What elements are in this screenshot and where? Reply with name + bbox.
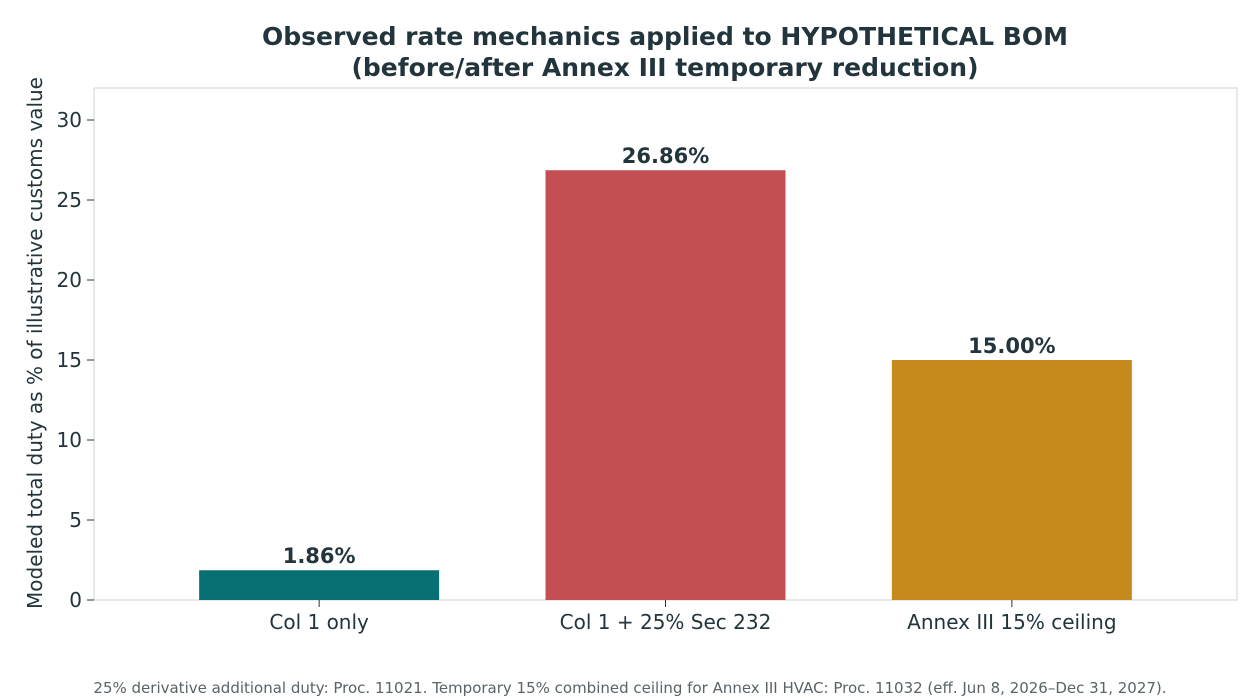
x-tick-label: Col 1 only bbox=[269, 610, 369, 634]
y-axis-label: Modeled total duty as % of illustrative … bbox=[23, 77, 47, 609]
plot-area: 0 5 10 15 20 25 30 Col 1 only 1.86% Col 1 + 25% S… bbox=[57, 87, 1238, 634]
y-tick-label: 0 bbox=[69, 588, 82, 612]
y-tick-label: 15 bbox=[57, 348, 82, 372]
y-tick-label: 25 bbox=[57, 188, 82, 212]
bar-value-label: 1.86% bbox=[283, 544, 356, 568]
bar bbox=[545, 170, 786, 601]
y-tick-label: 10 bbox=[57, 428, 82, 452]
chart-title-line-2: (before/after Annex III temporary reduct… bbox=[351, 53, 978, 82]
footnote: 25% derivative additional duty: Proc. 11… bbox=[93, 679, 1166, 697]
bar bbox=[891, 360, 1132, 600]
chart-title-line-1: Observed rate mechanics applied to HYPOT… bbox=[262, 22, 1068, 51]
bar-value-label: 15.00% bbox=[968, 334, 1055, 358]
x-tick-label: Col 1 + 25% Sec 232 bbox=[560, 610, 772, 634]
y-tick-label: 30 bbox=[57, 108, 82, 132]
y-tick-label: 5 bbox=[69, 508, 82, 532]
bar-value-label: 26.86% bbox=[622, 144, 709, 168]
y-tick-label: 20 bbox=[57, 268, 82, 292]
x-tick-label: Annex III 15% ceiling bbox=[907, 610, 1116, 634]
bar bbox=[199, 570, 440, 600]
